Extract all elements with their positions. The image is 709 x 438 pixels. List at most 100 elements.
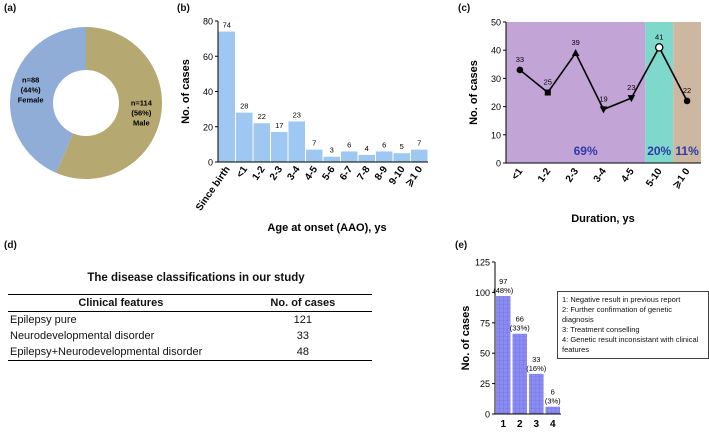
table-cell-count: 33 [296, 330, 309, 342]
table-header-no-of-cases: No. of cases [233, 294, 372, 312]
legend-item: 3: Treatment conselling [562, 325, 640, 334]
x-tick-label: 3-4 [592, 166, 610, 185]
donut-slice-male [56, 27, 163, 180]
bar-percent-label: (48%) [493, 286, 514, 295]
point-value-label: 22 [683, 86, 691, 95]
bar [306, 149, 323, 162]
table-row: Epilepsy pure 121 [8, 312, 372, 329]
point-value-label: 19 [599, 94, 607, 103]
point-marker [627, 95, 636, 103]
bar-percent-label: (3%) [545, 397, 561, 406]
x-tick-label: 3 [533, 419, 539, 430]
bar-value-label: 4 [365, 144, 369, 153]
bar-percent-label: (33%) [510, 324, 531, 333]
bar-percent-label: (16%) [526, 364, 547, 373]
x-tick-label: 3-4 [285, 164, 303, 183]
table-cell-feature: Epilepsy pure [10, 314, 77, 326]
region-percent-label: 20% [647, 144, 671, 158]
y-axis-title: No. of cases [460, 306, 472, 371]
table-row: Epilepsy+Neurodevelopmental disorder 48 [8, 344, 372, 361]
point-marker [544, 89, 551, 96]
table-cell-feature: Neurodevelopmental disorder [10, 330, 155, 342]
y-tick-label: 30 [491, 74, 501, 84]
donut-label-male: (56%) [131, 108, 152, 117]
x-tick-label: 6-7 [338, 164, 356, 183]
bar [411, 149, 428, 162]
x-tick-label: 1 [500, 419, 506, 430]
y-axis-title: No. of cases [180, 59, 192, 124]
table-header-clinical-features: Clinical features [8, 294, 234, 312]
donut-label-male: Male [133, 118, 150, 127]
y-tick-label: 0 [496, 159, 501, 169]
bar [218, 31, 235, 163]
legend-item: 1: Negative result in previous report [562, 295, 681, 304]
bar [376, 151, 393, 162]
bar-value-label: 33 [532, 355, 540, 364]
table-cell-feature: Epilepsy+Neurodevelopmental disorder [8, 344, 234, 361]
donut-slice-female [10, 27, 87, 173]
region-band [506, 22, 646, 163]
x-tick-label: ⩾1 0 [403, 164, 425, 189]
y-tick-label: 75 [480, 318, 490, 328]
y-tick-label: 20 [203, 122, 213, 132]
y-tick-label: 40 [203, 87, 213, 97]
bar [253, 123, 270, 162]
y-tick-label: 125 [475, 258, 490, 268]
point-marker [654, 43, 664, 52]
panel-label-c: (c) [458, 3, 471, 14]
region-percent-label: 69% [574, 144, 598, 158]
x-tick-label: 1-2 [250, 164, 268, 183]
bar-value-label: 74 [223, 21, 231, 30]
y-tick-label: 60 [203, 52, 213, 62]
x-tick-label: ⩾1 0 [671, 166, 693, 191]
y-tick-label: 0 [208, 158, 213, 168]
x-tick-label: 2 [517, 419, 523, 430]
legend-e: 1: Negative result in previous report 2:… [557, 291, 709, 359]
x-tick-label: 5-10 [644, 166, 665, 189]
point-value-label: 25 [544, 78, 552, 87]
bar [496, 296, 511, 414]
y-tick-label: 25 [480, 379, 490, 389]
bar [529, 373, 544, 414]
donut-label-female: n=88 [22, 76, 39, 85]
point-value-label: 39 [571, 38, 579, 47]
y-tick-label: 0 [485, 410, 490, 420]
bar-value-label: 28 [240, 102, 248, 111]
table-title: The disease classifications in our study [87, 272, 305, 284]
x-tick-label: 2-3 [268, 164, 286, 183]
x-tick-label: 5-6 [320, 164, 338, 183]
x-tick-label: <1 [510, 166, 526, 182]
table-row: Neurodevelopmental disorder 33 [8, 328, 372, 344]
legend-item: 4: Genetic result inconsistant with clin… [562, 335, 699, 354]
bar [358, 154, 375, 162]
bar [545, 406, 560, 414]
y-axis-title: No. of cases [468, 60, 480, 125]
point-value-label: 33 [516, 55, 524, 64]
panel-label-a: (a) [4, 3, 17, 14]
disease-classification-table: The disease classifications in our study… [8, 272, 372, 361]
panel-label-b: (b) [177, 3, 190, 14]
bar-value-label: 6 [382, 140, 386, 149]
bar [393, 153, 410, 162]
bar-chart-result-categories: 97(48%) 1 66(33%) 2 33(16%) 3 6(3%) 4 0 25 50 75 100… [460, 258, 561, 431]
point-marker [599, 106, 608, 114]
x-axis-title: Age at onset (AAO), ys [267, 222, 386, 234]
bar [512, 333, 527, 414]
table-cell-count: 48 [233, 344, 372, 361]
panel-label-d: (d) [4, 240, 17, 251]
donut-chart-sex: n=114(56%)Male n=88(44%)Female [10, 27, 163, 180]
point-marker [683, 97, 691, 105]
y-tick-label: 80 [203, 17, 213, 27]
y-tick-label: 100 [475, 288, 490, 298]
bar-value-label: 7 [417, 139, 421, 148]
x-tick-label: 4-5 [303, 164, 321, 183]
bar [236, 112, 253, 162]
donut-label-female: (44%) [21, 86, 42, 95]
y-tick-label: 50 [480, 349, 490, 359]
x-tick-label: 4 [550, 419, 556, 430]
bar-value-label: 3 [330, 146, 334, 155]
bar [271, 132, 288, 162]
line-chart-duration: 69% 20% 11% 33 <1 25 1-2 39 2-3 19 3-4 23 4-5 41 5-10 2… [468, 18, 701, 225]
bar-value-label: 66 [516, 315, 524, 324]
